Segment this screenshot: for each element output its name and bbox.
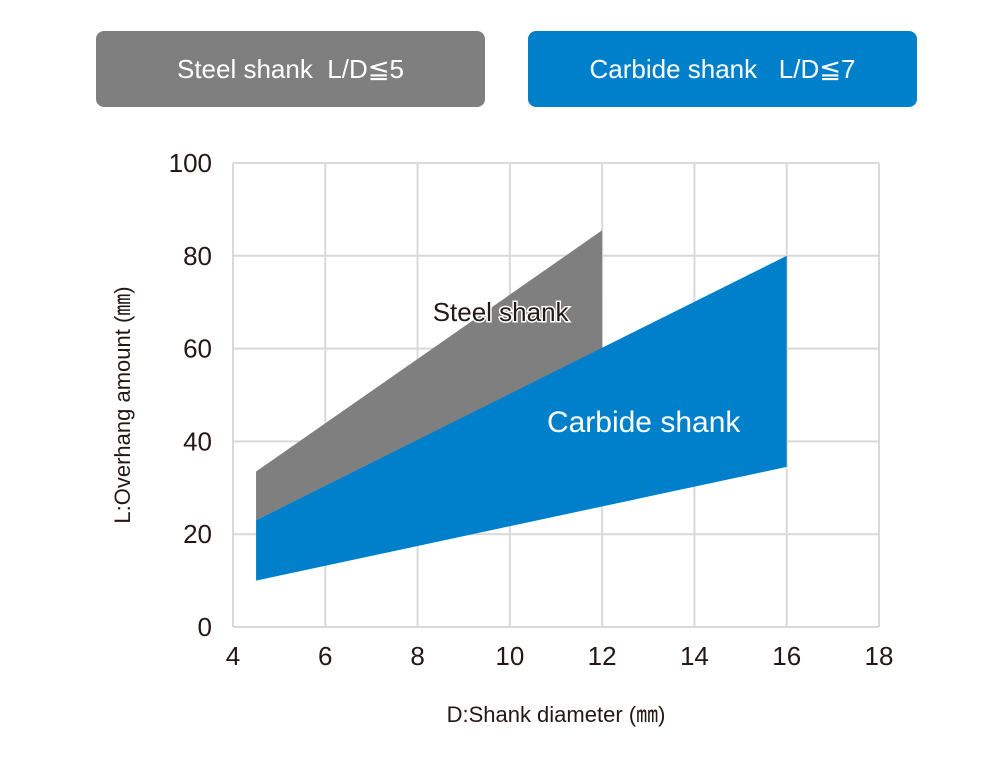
- x-tick-label: 14: [680, 641, 709, 671]
- areas: [256, 230, 787, 581]
- annotation-label: Steel shank: [433, 297, 570, 327]
- x-axis-label: D:Shank diameter (㎜): [447, 702, 666, 727]
- annotation-label: Carbide shank: [547, 406, 741, 439]
- y-tick-label: 100: [169, 148, 212, 178]
- y-tick-label: 0: [198, 612, 212, 642]
- x-tick-label: 10: [495, 641, 524, 671]
- y-tick-label: 80: [183, 241, 212, 271]
- x-tick-label: 16: [772, 641, 801, 671]
- y-tick-label: 40: [183, 426, 212, 456]
- legend-badge-carbide: Carbide shank L/D≦7: [528, 31, 917, 107]
- x-tick-label: 8: [410, 641, 424, 671]
- x-tick-label: 4: [226, 641, 240, 671]
- y-tick-label: 20: [183, 519, 212, 549]
- x-tick-label: 18: [865, 641, 894, 671]
- area-carbide-shank: [256, 255, 787, 581]
- x-tick-label: 12: [588, 641, 617, 671]
- x-tick-label: 6: [318, 641, 332, 671]
- annotations: Steel shank Carbide shank: [431, 295, 741, 439]
- ticks: 4 6 8 10 12 14 16 18 0 20 40 60 80 100: [169, 148, 894, 671]
- legend-badge-steel: Steel shank L/D≦5: [96, 31, 485, 107]
- y-axis-label: L:Overhang amount (㎜): [110, 286, 135, 523]
- y-tick-label: 60: [183, 334, 212, 364]
- area-steel-shank: [256, 230, 603, 521]
